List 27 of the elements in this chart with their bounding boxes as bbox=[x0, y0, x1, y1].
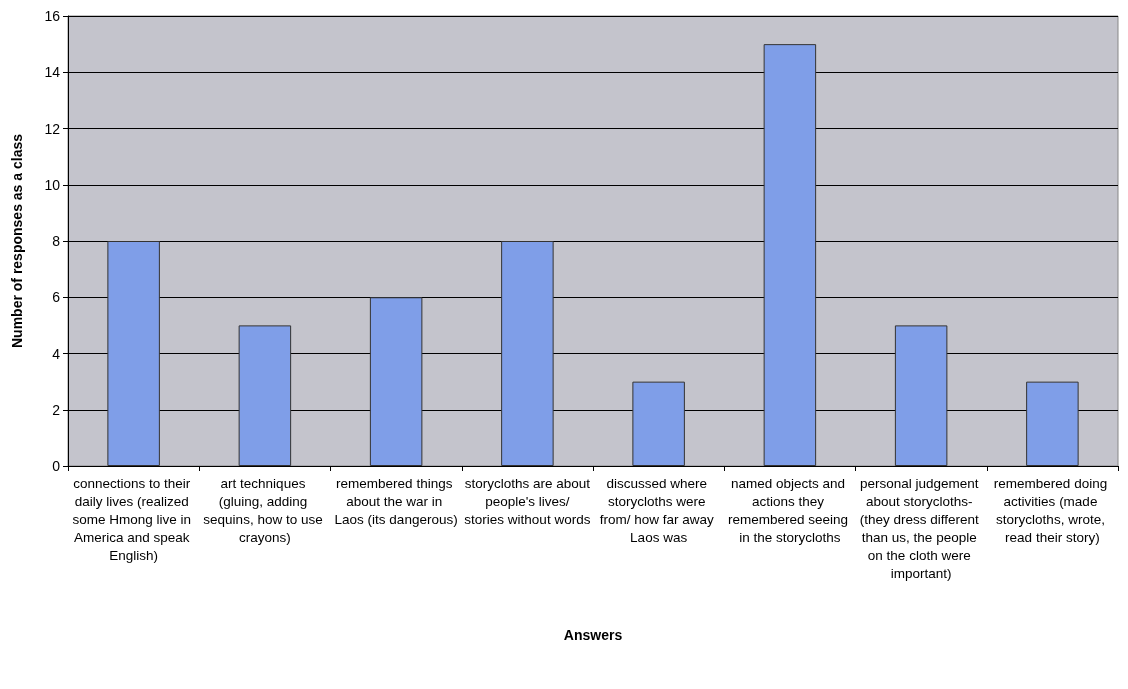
x-tick-label: remembered doing activities (made storycloths, wrote, read their story) bbox=[993, 475, 1111, 545]
y-tick-label: 8 bbox=[52, 233, 61, 249]
y-tick-label: 4 bbox=[52, 345, 61, 362]
x-axis-title: Answers bbox=[563, 627, 623, 643]
bar bbox=[1026, 381, 1079, 466]
x-tick-label: remembered things about the war in Laos (its dangerous) bbox=[334, 475, 458, 527]
x-tick-label: discussed where storycloths were from/ how far away Laos was bbox=[599, 475, 718, 545]
y-tick-label: 6 bbox=[52, 289, 61, 306]
bar bbox=[763, 44, 817, 466]
y-tick-label: 14 bbox=[44, 64, 61, 81]
x-tick-label: art techniques (gluing, adding sequins, how to use crayons) bbox=[203, 475, 327, 545]
x-tick-label: personal judgement about storycloths- (they dress different than us, the people on the cloth were important) bbox=[859, 475, 983, 581]
y-tick-label: 2 bbox=[52, 401, 61, 418]
bar bbox=[369, 297, 423, 466]
y-tick-label: 12 bbox=[44, 120, 61, 137]
bar bbox=[107, 241, 160, 466]
y-axis-title: Number of responses as a class bbox=[9, 133, 25, 348]
y-tick-label: 10 bbox=[44, 176, 61, 193]
y-tick-label: 16 bbox=[44, 8, 61, 24]
bar bbox=[632, 381, 685, 466]
y-tick-label: 0 bbox=[52, 458, 61, 474]
bar bbox=[501, 241, 554, 466]
x-tick-label: connections to their daily lives (realized some Hmong live in America and speak English) bbox=[72, 475, 195, 563]
x-tick-label: storycloths are about people's lives/ stories without words bbox=[464, 475, 591, 527]
x-tick-label: named objects and actions they remembered seeing in the storycloths bbox=[727, 475, 852, 545]
bar bbox=[238, 325, 292, 466]
bar bbox=[894, 325, 948, 466]
